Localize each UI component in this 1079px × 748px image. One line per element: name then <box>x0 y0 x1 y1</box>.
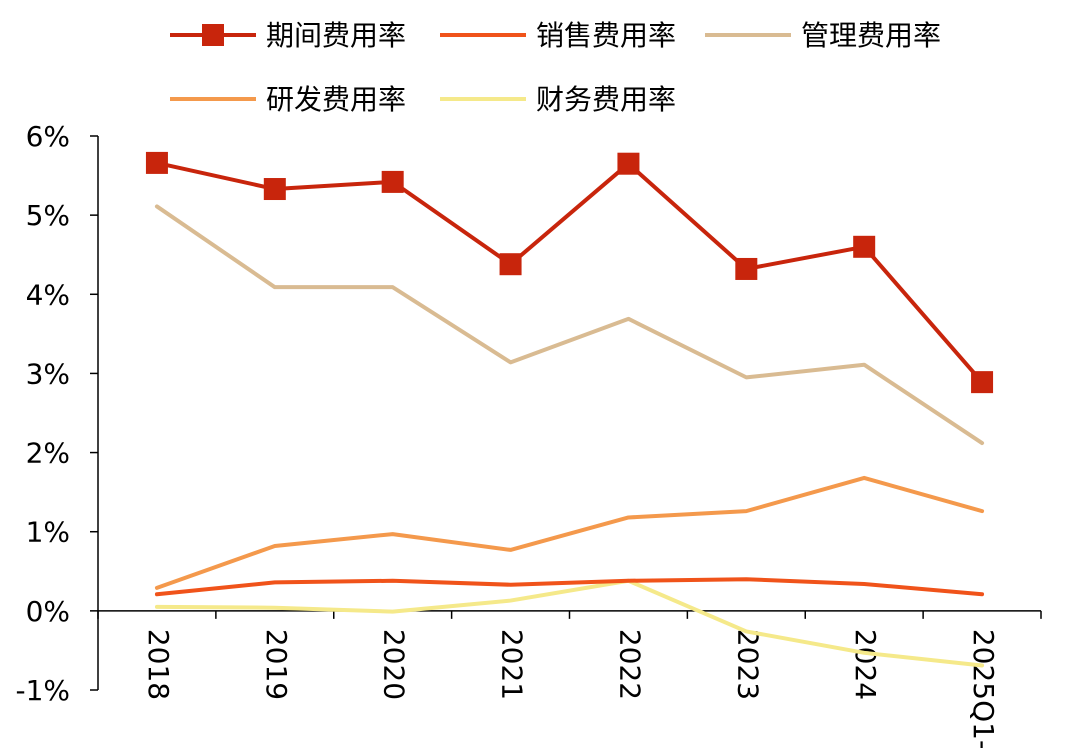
y-tick-label: 1% <box>26 516 70 549</box>
y-tick-label: 3% <box>26 357 70 390</box>
x-tick-label: 2024 <box>849 629 882 700</box>
y-tick-label: 2% <box>26 437 70 470</box>
legend-label: 销售费用率 <box>536 19 676 52</box>
legend-item: 财务费用率 <box>440 83 676 116</box>
series-layer <box>145 151 994 668</box>
legend-item: 期间费用率 <box>170 19 406 52</box>
series-销售费用率 <box>154 577 985 597</box>
x-tick-label: 2025Q1-3 <box>967 629 1000 748</box>
legend-marker <box>202 24 224 46</box>
y-tick-label: 0% <box>26 595 70 628</box>
x-tick-label: 2018 <box>142 629 175 700</box>
legend-label: 管理费用率 <box>801 19 941 52</box>
x-tick-label: 2022 <box>613 629 646 700</box>
series-财务费用率 <box>154 578 985 668</box>
y-axis: 6% 5% 4% 3% 2% 1% 0% -1% <box>15 120 99 707</box>
legend-label: 研发费用率 <box>266 83 406 116</box>
data-point-marker <box>971 371 994 394</box>
data-point-marker <box>381 170 404 193</box>
data-point-marker <box>617 152 640 175</box>
series-管理费用率 <box>154 204 985 446</box>
legend-label: 期间费用率 <box>266 19 406 52</box>
series-line <box>154 160 985 385</box>
data-point-marker <box>735 257 758 280</box>
x-tick-label: 2019 <box>260 629 293 700</box>
series-line <box>154 578 985 668</box>
series-line <box>154 475 985 590</box>
series-期间费用率 <box>145 151 994 394</box>
data-point-marker <box>263 178 286 201</box>
series-line <box>154 577 985 597</box>
y-tick-label: 6% <box>26 120 70 153</box>
legend-item: 管理费用率 <box>705 19 941 52</box>
legend-label: 财务费用率 <box>536 83 676 116</box>
legend-item: 销售费用率 <box>440 19 676 52</box>
series-研发费用率 <box>154 475 985 590</box>
x-axis: 2018 2019 2020 2021 2022 2023 2024 2025Q1-3 <box>97 610 1042 748</box>
x-tick-label: 2023 <box>731 629 764 700</box>
legend-item: 研发费用率 <box>170 83 406 116</box>
x-tick-label: 2021 <box>496 629 529 700</box>
y-tick-label: 4% <box>26 278 70 311</box>
y-tick-label: 5% <box>26 199 70 232</box>
data-point-marker <box>145 151 168 174</box>
x-tick-label: 2020 <box>378 629 411 700</box>
series-line <box>154 204 985 446</box>
data-point-marker <box>499 253 522 276</box>
y-tick-label: -1% <box>15 674 70 707</box>
data-point-marker <box>853 235 876 258</box>
